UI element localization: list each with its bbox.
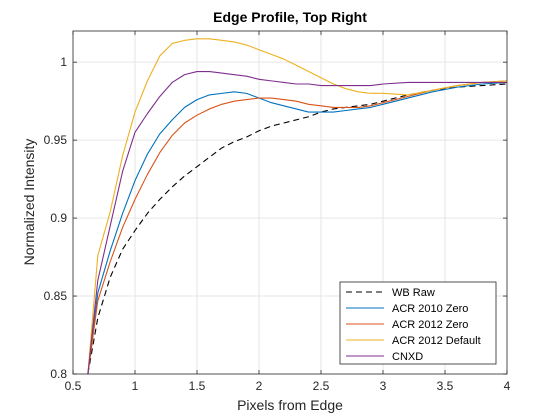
x-tick-label: 1.5 [189,379,206,393]
y-tick-label: 0.8 [50,367,67,381]
series-line-wb-raw [87,83,508,375]
legend-label-acr-2012-zero: ACR 2012 Zero [392,319,468,331]
series-line-cnxd [87,70,507,375]
x-tick-label: 1 [132,379,139,393]
x-tick-label: 3.5 [437,379,454,393]
x-tick-label: 2.5 [313,379,330,393]
y-tick-label: 1 [60,55,67,69]
series-line-acr-2010-zero [87,81,508,375]
y-axis-label: Normalized Intensity [21,139,37,266]
x-axis-label: Pixels from Edge [237,397,343,413]
series-line-acr-2012-default [87,38,508,375]
y-tick-label: 0.95 [44,133,68,147]
y-tick-label: 0.9 [50,211,67,225]
chart-title: Edge Profile, Top Right [213,9,367,25]
series-lines [87,38,508,375]
x-tick-label: 4 [504,379,511,393]
legend: WB Raw ACR 2010 Zero ACR 2012 Zero ACR 2012… [339,281,497,365]
legend-box [339,281,497,365]
y-tick-label: 0.85 [44,289,68,303]
x-tick-label: 3 [380,379,387,393]
x-tick-label: 0.5 [65,379,82,393]
axis-ticks: 0.5 1 1.5 2 2.5 3 3.5 4 0.8 0.85 0.9 0.95 1 [44,31,511,393]
legend-label-acr-2010-zero: ACR 2010 Zero [392,303,468,315]
legend-label-cnxd: CNXD [392,351,423,363]
series-line-acr-2012-zero [87,80,508,375]
legend-label-acr-2012-default: ACR 2012 Default [392,335,481,347]
x-tick-label: 2 [256,379,263,393]
plot-frame [72,30,508,375]
legend-label-wb-raw: WB Raw [392,287,435,299]
